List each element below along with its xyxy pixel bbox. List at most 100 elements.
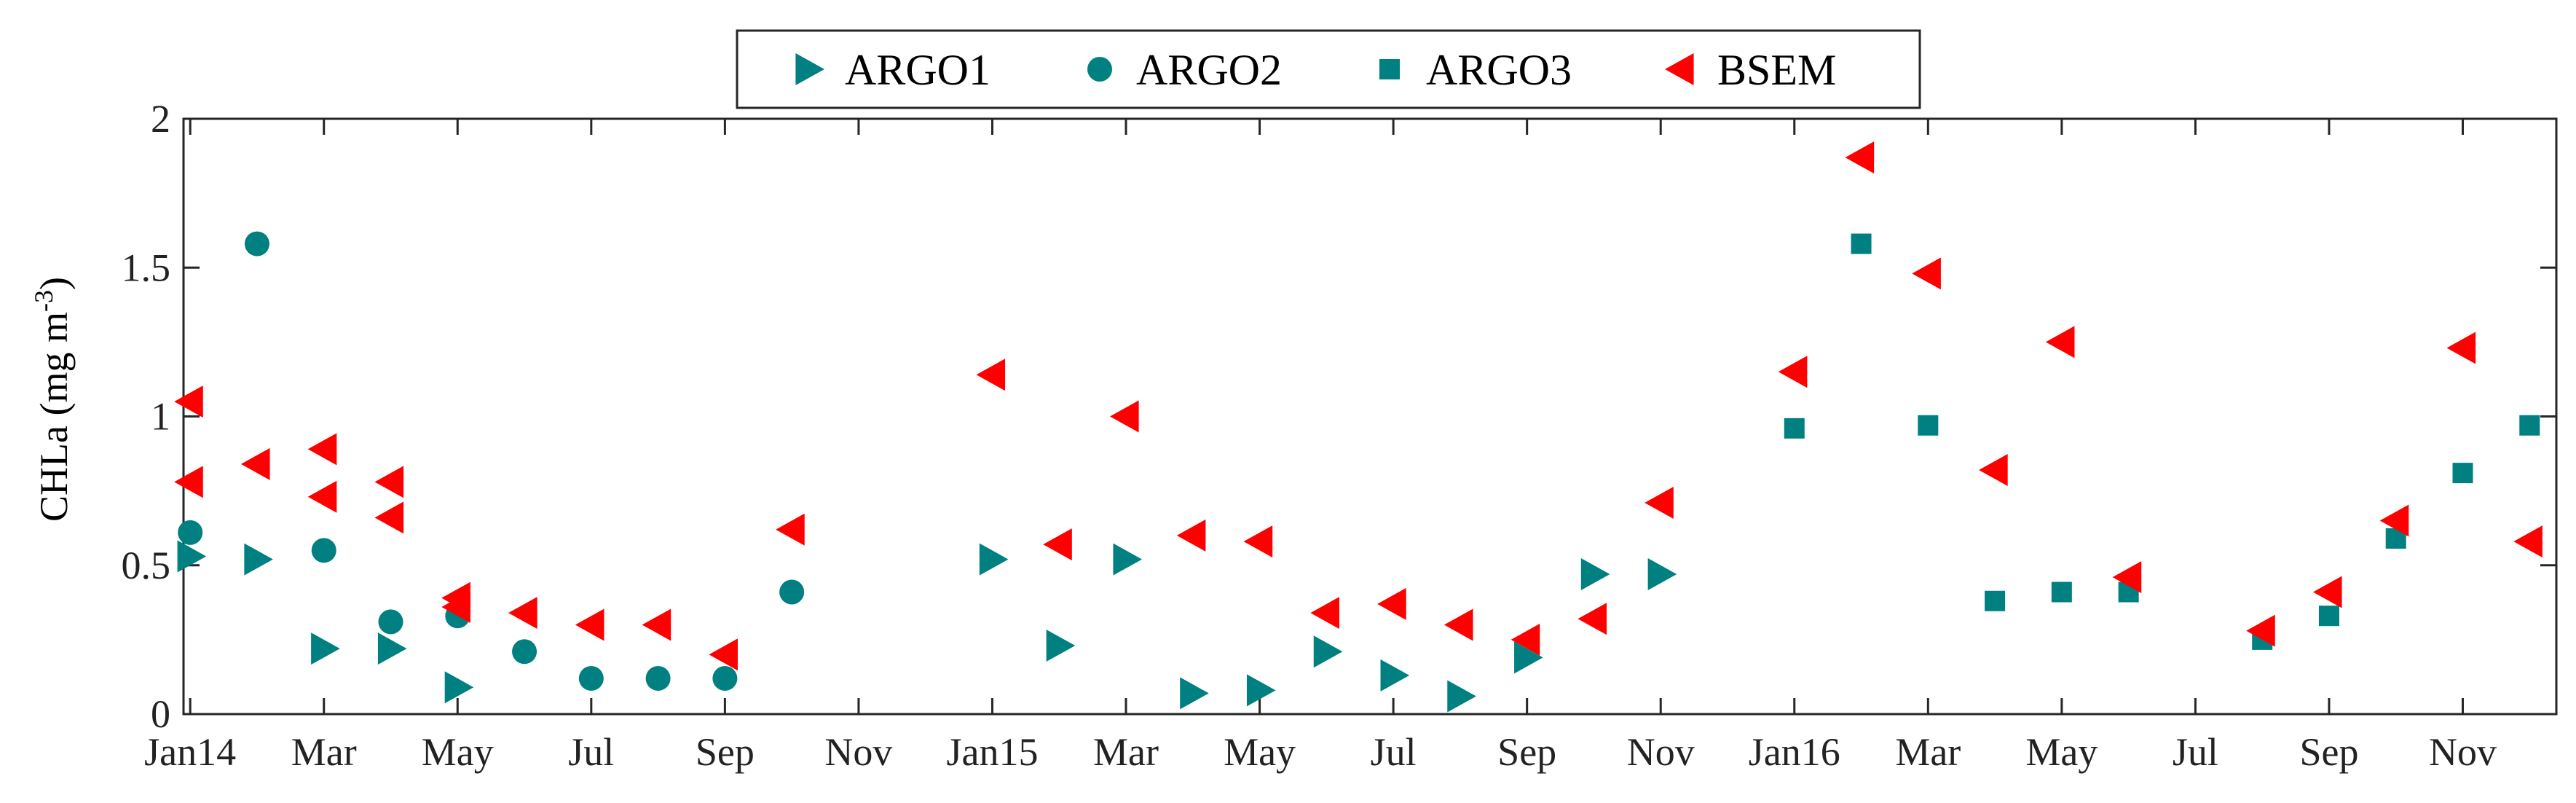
point-bsem	[575, 608, 604, 641]
point-argo2	[512, 639, 537, 665]
series-argo1	[177, 540, 1677, 713]
point-bsem	[709, 638, 738, 671]
x-tick-label: Jul	[568, 730, 614, 774]
y-tick-label: 2	[151, 97, 170, 141]
series-argo3	[1784, 233, 2540, 650]
point-bsem	[441, 590, 470, 623]
x-tick-label: Jan15	[946, 730, 1038, 774]
point-bsem	[2246, 614, 2275, 647]
point-argo2	[578, 665, 604, 691]
x-tick-label: Jan16	[1749, 730, 1840, 774]
point-bsem	[307, 433, 337, 466]
y-axis-label-close: )	[32, 277, 76, 290]
legend-marker-argo2	[1087, 57, 1112, 82]
point-bsem	[2446, 332, 2476, 364]
point-bsem	[776, 513, 805, 546]
y-axis: CHLa (mg m-3) 0 0.5 1 1.5 2	[29, 97, 2556, 736]
x-tick-label: Jan14	[144, 730, 236, 774]
point-bsem	[1176, 519, 1206, 552]
x-tick-label: Sep	[696, 730, 755, 774]
point-argo1	[1246, 674, 1276, 707]
legend: ARGO1 ARGO2 ARGO3 BSEM	[736, 29, 1921, 109]
x-tick-label: May	[422, 730, 494, 774]
point-bsem	[1243, 525, 1273, 558]
legend-marker-argo1	[795, 53, 824, 85]
data-marks	[174, 141, 2542, 713]
plot-frame	[182, 117, 2558, 716]
y-tick-label: 1.5	[122, 246, 171, 289]
point-bsem	[1778, 356, 1808, 388]
point-bsem	[1377, 587, 1406, 620]
legend-label-argo3: ARGO3	[1426, 46, 1572, 94]
point-bsem	[2045, 326, 2075, 359]
point-argo1	[444, 671, 474, 704]
point-bsem	[508, 597, 537, 630]
point-argo3	[2051, 581, 2072, 603]
x-tick-label: Jul	[1371, 730, 1417, 774]
point-argo2	[178, 520, 203, 545]
x-tick-label: Nov	[2429, 730, 2497, 774]
point-bsem	[1577, 603, 1607, 635]
point-argo1	[979, 543, 1009, 576]
point-bsem	[1845, 141, 1875, 174]
point-argo1	[1313, 635, 1343, 668]
y-tick-label: 0	[151, 692, 170, 736]
x-tick-label: May	[2025, 730, 2098, 774]
point-argo2	[378, 609, 403, 635]
point-argo1	[1113, 543, 1143, 576]
point-bsem	[1912, 257, 1941, 290]
point-bsem	[2513, 525, 2542, 558]
x-tick-label: Sep	[2299, 730, 2358, 774]
series-bsem	[174, 141, 2542, 671]
point-argo2	[244, 231, 269, 256]
point-bsem	[2312, 576, 2342, 608]
x-tick-label: Mar	[1093, 730, 1159, 774]
point-bsem	[2379, 504, 2409, 537]
point-argo3	[2519, 415, 2540, 436]
point-argo1	[1580, 558, 1610, 591]
x-tick-label: Nov	[1627, 730, 1695, 774]
x-tick-label: Sep	[1497, 730, 1556, 774]
x-axis: Jan14 Mar May Jul Sep Nov Jan15 Mar May Jul Sep Nov…	[144, 119, 2497, 774]
point-bsem	[240, 447, 270, 480]
series-argo2	[178, 231, 805, 691]
legend-box	[736, 29, 1921, 109]
plot-border	[182, 117, 2558, 716]
y-tick-label: 1	[151, 395, 170, 439]
point-bsem	[1510, 623, 1540, 656]
x-tick-label: Jul	[2173, 730, 2218, 774]
point-bsem	[1043, 528, 1072, 561]
point-argo3	[1918, 415, 1939, 436]
point-argo1	[177, 540, 207, 573]
point-argo3	[1985, 590, 2006, 611]
y-axis-label-text: CHLa (mg m	[32, 312, 76, 522]
point-argo2	[779, 579, 805, 605]
point-bsem	[1979, 454, 2008, 487]
y-axis-label: CHLa (mg m-3)	[29, 277, 76, 522]
legend-label-argo2: ARGO2	[1136, 46, 1282, 94]
point-bsem	[1310, 597, 1339, 630]
point-argo1	[1514, 641, 1543, 674]
point-argo1	[1180, 677, 1209, 710]
point-argo2	[645, 665, 671, 691]
point-argo1	[1647, 558, 1677, 591]
y-axis-label-superscript: -3	[29, 290, 58, 312]
point-argo1	[1380, 659, 1410, 692]
point-bsem	[374, 466, 404, 498]
legend-marker-argo3	[1379, 59, 1400, 79]
point-bsem	[1110, 400, 1139, 433]
point-bsem	[174, 385, 203, 418]
point-argo1	[1046, 630, 1076, 662]
x-tick-label: May	[1224, 730, 1296, 774]
y-tick-label: 0.5	[122, 544, 171, 587]
point-bsem	[976, 359, 1006, 391]
x-tick-label: Mar	[291, 730, 357, 774]
point-argo1	[1447, 680, 1476, 713]
point-argo3	[1784, 418, 1805, 439]
point-bsem	[307, 480, 337, 513]
point-bsem	[2112, 561, 2142, 594]
point-bsem	[174, 466, 203, 498]
point-argo3	[2318, 606, 2339, 627]
x-tick-label: Mar	[1895, 730, 1961, 774]
